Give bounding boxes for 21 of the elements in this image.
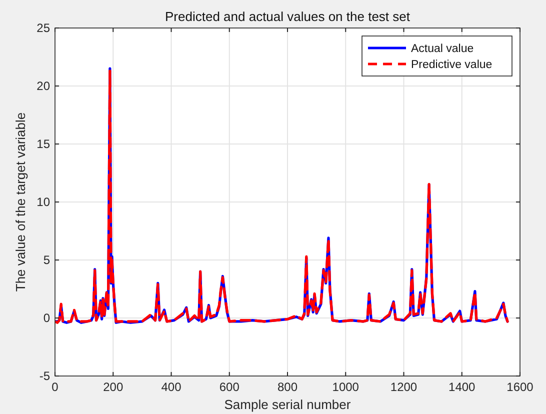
x-tick-label: 200 [103, 380, 124, 394]
y-axis-title: The value of the target variable [13, 112, 28, 292]
x-tick-label: 800 [277, 380, 298, 394]
x-tick-label: 1200 [390, 380, 418, 394]
y-tick-label: 20 [36, 79, 50, 93]
x-tick-label: 1000 [332, 380, 360, 394]
y-tick-label: 0 [43, 311, 50, 325]
y-tick-label: -5 [39, 369, 50, 383]
y-tick-label: 5 [43, 253, 50, 267]
y-tick-label: 25 [36, 21, 50, 35]
x-tick-label: 400 [161, 380, 182, 394]
chart-title: Predicted and actual values on the test set [165, 9, 410, 24]
legend-label: Actual value [411, 43, 474, 55]
x-axis-title: Sample serial number [224, 397, 352, 412]
x-tick-label: 600 [219, 380, 240, 394]
x-tick-label: 1600 [506, 380, 534, 394]
legend-label: Predictive value [411, 59, 492, 71]
x-tick-label: 1400 [448, 380, 476, 394]
y-tick-label: 15 [36, 137, 50, 151]
x-tick-label: 0 [52, 380, 59, 394]
y-tick-label: 10 [36, 195, 50, 209]
